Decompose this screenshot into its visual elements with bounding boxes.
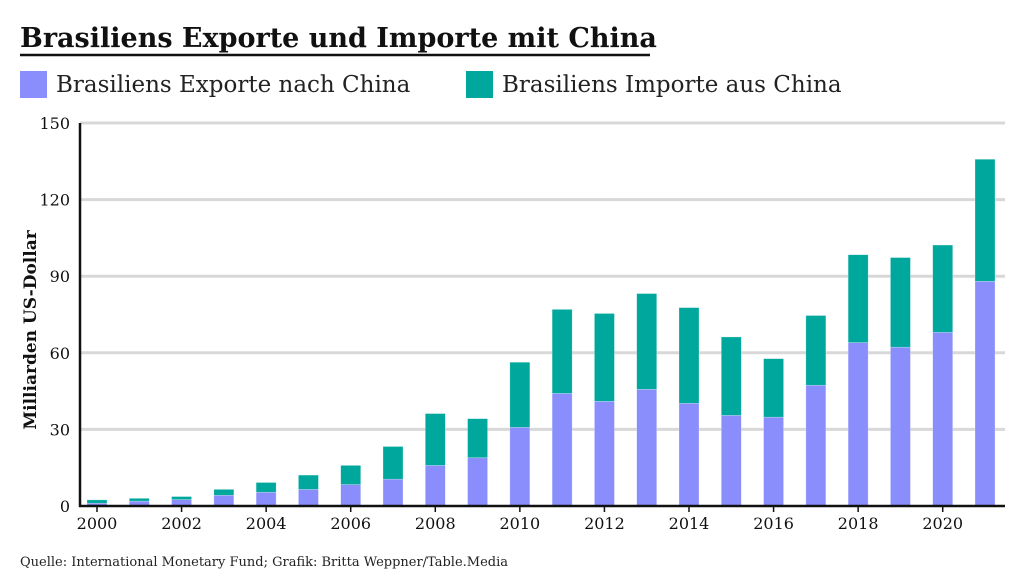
x-tick-label: 2000 <box>77 514 118 533</box>
y-tick-label: 150 <box>39 114 70 133</box>
x-tick-label: 2020 <box>922 514 963 533</box>
bar-imports-2002 <box>171 496 192 500</box>
x-tick-label: 2002 <box>161 514 202 533</box>
bar-imports-2005 <box>298 474 319 490</box>
bar-imports-2007 <box>382 446 404 480</box>
bar-exports-2015 <box>720 415 742 507</box>
bar-exports-2006 <box>340 484 362 507</box>
bar-imports-2004 <box>255 482 277 493</box>
bar-imports-2014 <box>678 307 700 404</box>
bar-exports-2016 <box>763 416 784 507</box>
y-tick-label: 90 <box>50 267 70 286</box>
bar-exports-2017 <box>805 384 827 507</box>
bar-imports-2000 <box>86 499 108 504</box>
bar-exports-2004 <box>255 491 277 507</box>
bar-exports-2010 <box>509 427 531 507</box>
x-tick-label: 2010 <box>499 514 540 533</box>
x-tick-label: 2004 <box>246 514 287 533</box>
x-tick-label: 2018 <box>838 514 879 533</box>
legend-swatch-exports <box>20 71 47 98</box>
y-tick-label: 60 <box>50 344 70 363</box>
bar-imports-2011 <box>551 309 573 394</box>
x-tick-label: 2012 <box>584 514 625 533</box>
bar-exports-2008 <box>424 465 446 507</box>
x-tick-label: 2016 <box>753 514 794 533</box>
y-axis-label: Milliarden US-Dollar <box>21 229 41 429</box>
bar-imports-2008 <box>424 413 446 466</box>
y-tick-label: 0 <box>60 497 70 516</box>
bar-imports-2012 <box>594 313 615 402</box>
bar-exports-2003 <box>213 494 235 507</box>
bar-imports-2001 <box>128 498 150 502</box>
bar-imports-2003 <box>213 489 235 496</box>
legend-swatch-imports <box>466 71 493 98</box>
bar-imports-2020 <box>932 244 954 333</box>
bar-exports-2019 <box>890 346 911 507</box>
x-tick-label: 2006 <box>330 514 371 533</box>
bar-imports-2010 <box>509 361 531 428</box>
source-note: Quelle: International Monetary Fund; Gra… <box>20 555 508 570</box>
y-tick-label: 120 <box>39 191 70 210</box>
bar-imports-2013 <box>636 293 658 390</box>
bar-imports-2016 <box>763 358 784 418</box>
bar-imports-2006 <box>340 465 362 485</box>
x-tick-label: 2014 <box>669 514 710 533</box>
x-tick-label: 2008 <box>415 514 456 533</box>
bar-imports-2015 <box>720 336 742 416</box>
chart-title: Brasiliens Exporte und Importe mit China <box>20 23 657 54</box>
bar-exports-2009 <box>467 457 488 507</box>
bar-exports-2007 <box>382 478 404 507</box>
bar-exports-2021 <box>974 281 996 507</box>
bar-exports-2013 <box>636 389 658 507</box>
bar-imports-2021 <box>974 158 996 282</box>
bar-exports-2012 <box>594 401 615 507</box>
y-tick-label: 30 <box>50 420 70 439</box>
bar-imports-2017 <box>805 315 827 386</box>
bar-exports-2020 <box>932 332 954 507</box>
bar-imports-2018 <box>847 254 869 343</box>
bar-imports-2019 <box>890 257 911 348</box>
bar-exports-2018 <box>847 342 869 507</box>
bar-exports-2011 <box>551 393 573 507</box>
bar-exports-2014 <box>678 403 700 507</box>
legend-label-exports: Brasiliens Exporte nach China <box>56 72 411 98</box>
bar-exports-2005 <box>298 489 319 507</box>
bar-imports-2009 <box>467 418 488 459</box>
legend-label-imports: Brasiliens Importe aus China <box>502 72 842 98</box>
